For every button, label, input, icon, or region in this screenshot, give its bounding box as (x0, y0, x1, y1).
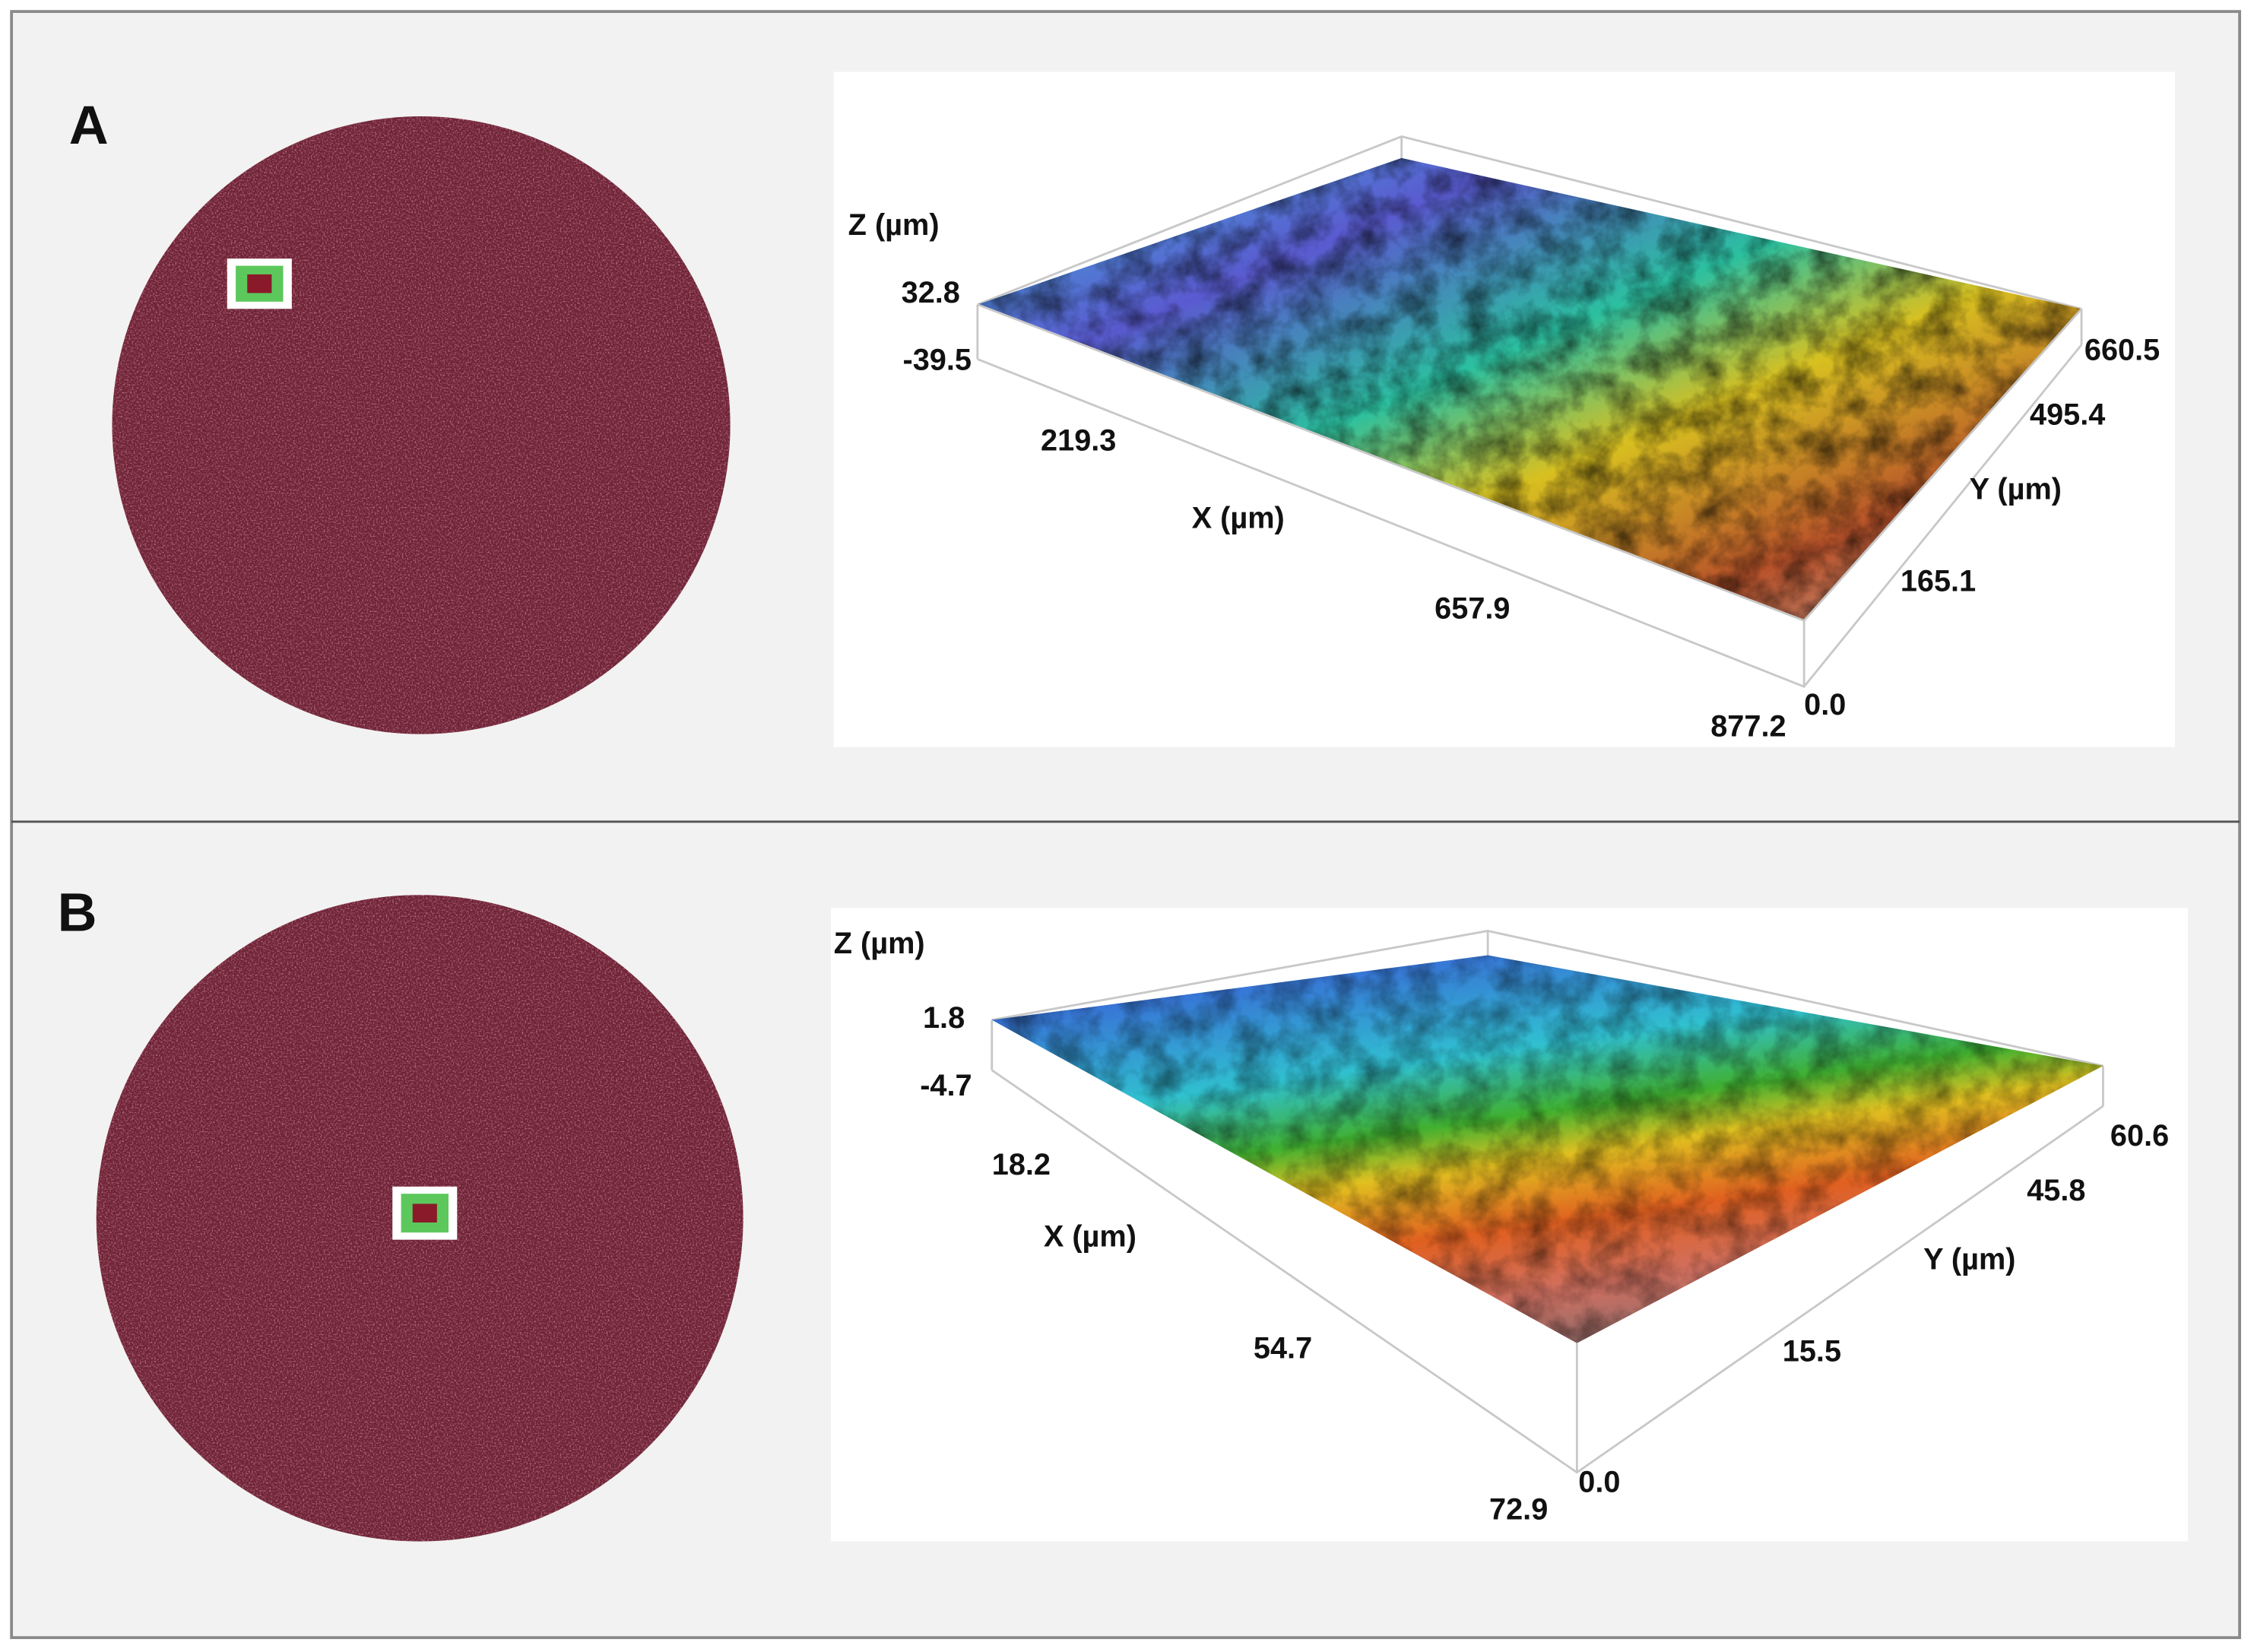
z-tick-label: -39.5 (903, 344, 972, 377)
x-axis-label: X (µm) (1044, 1219, 1137, 1253)
x-axis-label: X (µm) (1192, 502, 1285, 535)
z-tick-label: 1.8 (923, 1001, 965, 1035)
y-axis-label: Y (µm) (1970, 473, 2062, 506)
surface-texture (977, 157, 2082, 621)
surface-texture (991, 955, 2103, 1343)
x-tick-label: 72.9 (1489, 1492, 1548, 1526)
region-marker (227, 258, 292, 309)
z-tick-label: -4.7 (920, 1069, 972, 1102)
z-axis-label: Z (µm) (834, 927, 925, 960)
y-axis-label: Y (µm) (1923, 1243, 2015, 1276)
x-tick-label: 54.7 (1254, 1332, 1312, 1365)
y-tick-label: 45.8 (2027, 1174, 2085, 1207)
micrograph-texture (112, 116, 731, 734)
y-tick-label: 15.5 (1783, 1334, 1841, 1368)
y-tick-label: 165.1 (1901, 565, 1976, 598)
x-tick-label: 18.2 (992, 1148, 1051, 1181)
z-tick-label: 32.8 (902, 276, 960, 309)
box-edges (991, 929, 2104, 1474)
region-marker (392, 1186, 458, 1240)
z-axis-label: Z (µm) (848, 208, 940, 242)
y-tick-label: 60.6 (2110, 1119, 2169, 1153)
y-tick-label: 0.0 (1578, 1465, 1620, 1498)
x-tick-label: 657.9 (1435, 592, 1510, 626)
box-edges (976, 135, 2083, 688)
y-tick-label: 0.0 (1804, 688, 1846, 721)
panel-label: A (69, 95, 109, 156)
y-tick-label: 495.4 (2030, 398, 2105, 431)
x-tick-label: 877.2 (1710, 710, 1786, 744)
y-tick-label: 660.5 (2084, 333, 2160, 366)
panel-label: B (58, 883, 97, 943)
x-tick-label: 219.3 (1041, 423, 1116, 457)
